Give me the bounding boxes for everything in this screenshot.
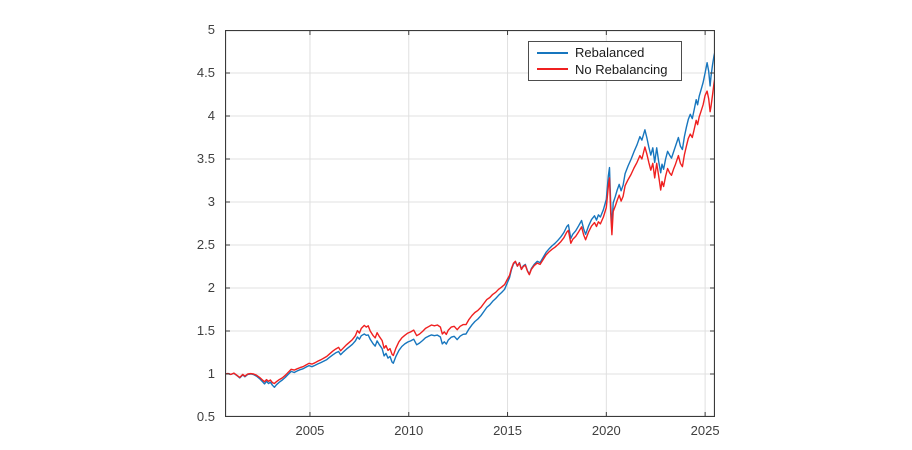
- x-tick-label: 2015: [493, 423, 522, 438]
- y-tick-label: 2: [207, 280, 215, 295]
- y-tick-label: 1: [207, 366, 215, 381]
- y-tick-label: 5: [207, 22, 215, 37]
- line-chart: [225, 30, 715, 417]
- legend-entry-no-rebalancing: No Rebalancing: [529, 61, 681, 77]
- y-tick-label: 4: [207, 108, 215, 123]
- x-tick-label: 2005: [295, 423, 325, 438]
- legend-label: Rebalanced: [575, 45, 645, 61]
- y-tick-label: 0.5: [196, 409, 215, 424]
- legend-entry-rebalanced: Rebalanced: [529, 45, 681, 61]
- axis-box: [225, 30, 715, 417]
- series-line-no-rebalancing: [225, 76, 715, 385]
- y-tick-label: 1.5: [196, 323, 215, 338]
- series-line-rebalanced: [225, 50, 715, 388]
- rebalanced-line-sample: [537, 51, 568, 54]
- y-tick-label: 3.5: [196, 151, 215, 166]
- y-tick-label: 2.5: [196, 237, 215, 252]
- legend-label: No Rebalancing: [575, 61, 668, 77]
- x-tick-label: 2010: [394, 423, 424, 438]
- x-tick-label: 2020: [591, 423, 621, 438]
- y-tick-label: 3: [207, 194, 215, 209]
- plot-area: [225, 30, 715, 417]
- no-rebalancing-line-sample: [537, 68, 568, 71]
- legend: Rebalanced No Rebalancing: [528, 41, 682, 81]
- y-tick-label: 4.5: [196, 65, 215, 80]
- x-tick-label: 2025: [690, 423, 720, 438]
